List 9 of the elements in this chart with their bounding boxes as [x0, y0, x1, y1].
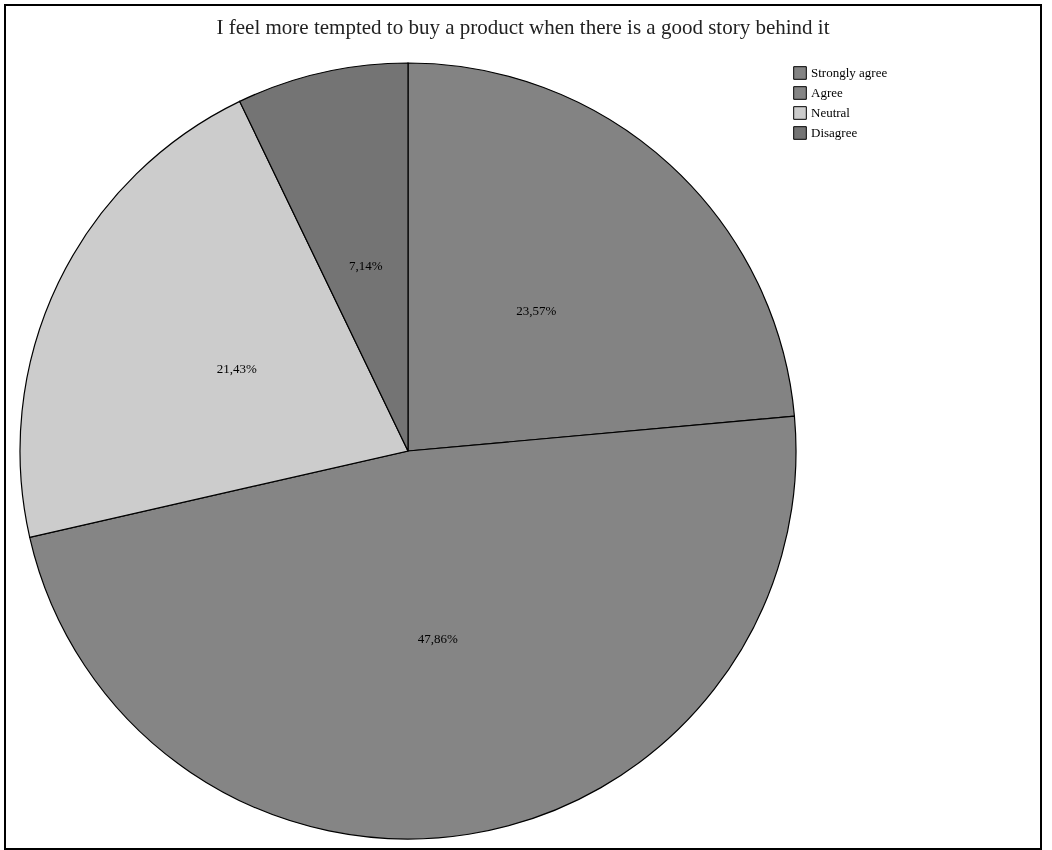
legend-label: Strongly agree — [811, 65, 888, 80]
data-label: 7,14% — [348, 257, 383, 273]
data-label: 21,43% — [216, 360, 258, 376]
legend-label: Agree — [811, 85, 843, 100]
chart-title: I feel more tempted to buy a product when there is a good story behind it — [216, 15, 830, 39]
data-label: 23,57% — [516, 302, 557, 318]
legend-label: Neutral — [811, 105, 851, 120]
data-label: 47,86% — [417, 630, 458, 646]
legend-label: Disagree — [811, 125, 858, 140]
